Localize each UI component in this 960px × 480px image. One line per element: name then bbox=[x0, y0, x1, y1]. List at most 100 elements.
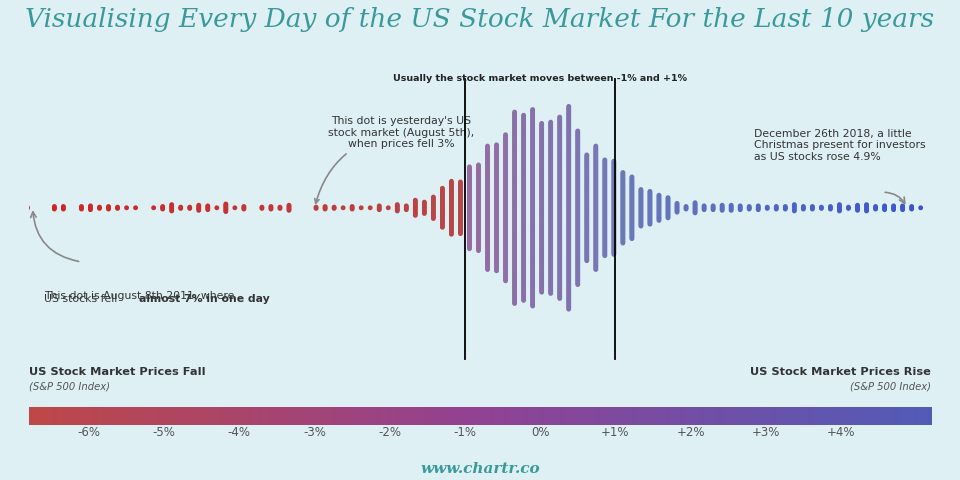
Point bbox=[516, 293, 531, 300]
Point bbox=[480, 155, 495, 163]
Point bbox=[498, 166, 514, 174]
Point bbox=[732, 204, 748, 211]
Point bbox=[92, 204, 108, 211]
Point bbox=[552, 179, 567, 186]
Point bbox=[543, 227, 559, 234]
Point bbox=[543, 206, 559, 214]
Point bbox=[408, 198, 423, 205]
Point bbox=[480, 150, 495, 157]
Point bbox=[570, 192, 586, 200]
Point bbox=[516, 149, 531, 157]
Point bbox=[588, 215, 604, 223]
Point bbox=[489, 182, 504, 190]
Point bbox=[687, 209, 703, 216]
Point bbox=[470, 208, 486, 216]
Point bbox=[489, 176, 504, 184]
Point bbox=[462, 212, 477, 220]
Point bbox=[534, 160, 549, 168]
Point bbox=[534, 251, 549, 258]
Point bbox=[588, 252, 604, 260]
Point bbox=[480, 189, 495, 196]
Point bbox=[507, 160, 522, 168]
Point bbox=[561, 253, 576, 261]
Point bbox=[489, 158, 504, 166]
Point bbox=[525, 227, 540, 234]
Point bbox=[570, 267, 586, 275]
Point bbox=[724, 203, 739, 210]
Point bbox=[462, 198, 477, 206]
Point bbox=[507, 259, 522, 267]
Point bbox=[615, 180, 631, 188]
Point bbox=[543, 251, 559, 258]
Point bbox=[453, 210, 468, 217]
Point bbox=[516, 196, 531, 204]
Point bbox=[552, 192, 567, 200]
Point bbox=[552, 190, 567, 198]
Point bbox=[489, 243, 504, 251]
Point bbox=[804, 203, 820, 210]
Point bbox=[886, 204, 901, 211]
Point bbox=[489, 152, 504, 160]
Point bbox=[525, 164, 540, 171]
Point bbox=[552, 182, 567, 190]
Point bbox=[453, 226, 468, 234]
Point bbox=[543, 144, 559, 151]
Point bbox=[570, 180, 586, 188]
Point bbox=[634, 216, 649, 224]
Point bbox=[543, 132, 559, 140]
Point bbox=[561, 123, 576, 131]
Point bbox=[498, 240, 514, 248]
Point bbox=[498, 264, 514, 272]
Point bbox=[570, 233, 586, 240]
Point bbox=[417, 202, 432, 210]
Point bbox=[588, 222, 604, 229]
Point bbox=[660, 210, 676, 218]
Point bbox=[516, 294, 531, 301]
Point bbox=[579, 185, 594, 193]
Point bbox=[507, 297, 522, 305]
Point bbox=[444, 202, 459, 209]
Point bbox=[552, 117, 567, 125]
Point bbox=[435, 201, 450, 208]
Point bbox=[570, 147, 586, 155]
Point bbox=[173, 204, 188, 211]
Point bbox=[543, 157, 559, 165]
Point bbox=[606, 225, 621, 233]
Point bbox=[597, 160, 612, 168]
Point bbox=[570, 234, 586, 242]
Point bbox=[498, 239, 514, 247]
Point bbox=[516, 145, 531, 153]
Point bbox=[543, 192, 559, 199]
Point bbox=[507, 152, 522, 160]
Point bbox=[759, 204, 775, 212]
Point bbox=[56, 204, 71, 212]
Point bbox=[714, 204, 730, 212]
Point bbox=[543, 229, 559, 237]
Point bbox=[534, 232, 549, 240]
Point bbox=[507, 240, 522, 248]
Point bbox=[507, 277, 522, 285]
Point bbox=[444, 215, 459, 223]
Point bbox=[390, 206, 405, 214]
Point bbox=[516, 231, 531, 239]
Text: (S&P 500 Index): (S&P 500 Index) bbox=[851, 381, 931, 391]
Point bbox=[489, 232, 504, 240]
Point bbox=[254, 204, 270, 212]
Point bbox=[516, 182, 531, 190]
Point bbox=[525, 239, 540, 247]
Point bbox=[516, 198, 531, 206]
Point bbox=[480, 182, 495, 190]
Point bbox=[480, 209, 495, 216]
Point bbox=[516, 163, 531, 171]
Point bbox=[606, 182, 621, 190]
Point bbox=[570, 176, 586, 184]
Point bbox=[507, 227, 522, 234]
Point bbox=[470, 192, 486, 199]
Point bbox=[561, 143, 576, 151]
Point bbox=[74, 203, 89, 210]
Point bbox=[489, 194, 504, 202]
Point bbox=[534, 219, 549, 227]
Point bbox=[570, 220, 586, 228]
Point bbox=[543, 196, 559, 204]
Point bbox=[624, 198, 639, 206]
